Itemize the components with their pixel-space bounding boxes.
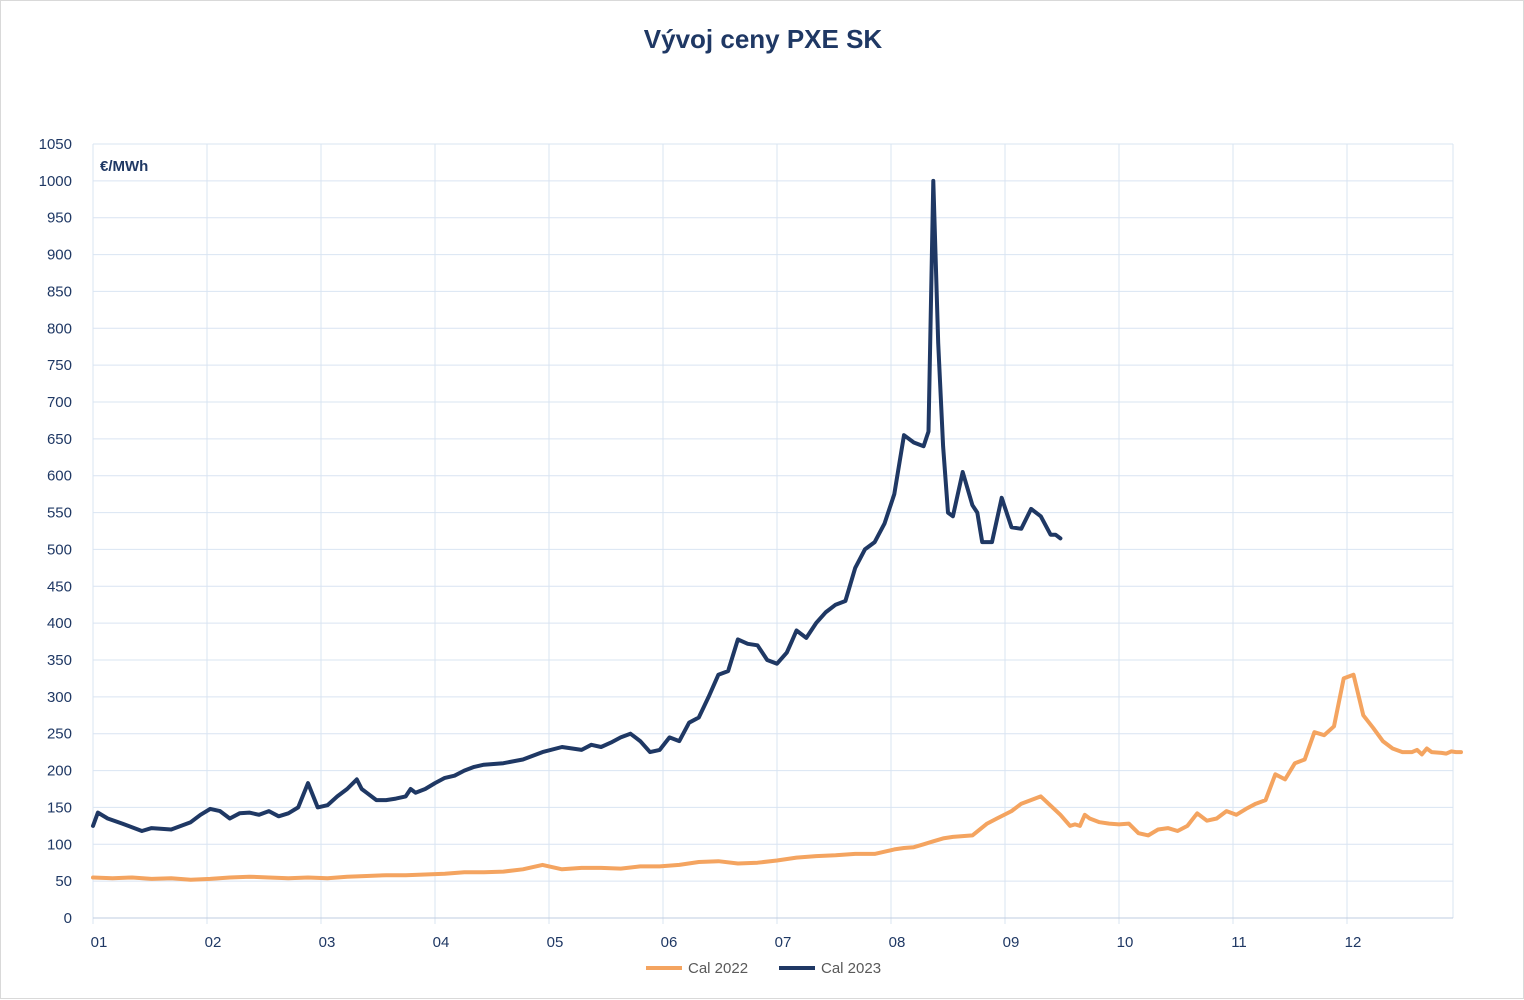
y-tick-label: 750 bbox=[47, 357, 72, 374]
x-tick-label: 09 bbox=[1003, 934, 1020, 951]
y-tick-label: 800 bbox=[47, 320, 72, 337]
x-tick-label: 06 bbox=[661, 934, 678, 951]
x-tick-label: 07 bbox=[775, 934, 792, 951]
y-tick-label: 650 bbox=[47, 431, 72, 448]
y-tick-label: 700 bbox=[47, 394, 72, 411]
x-axis-ticks: 01 02 03 04 05 06 07 08 09 10 11 12 bbox=[91, 934, 1362, 951]
y-tick-label: 100 bbox=[47, 836, 72, 853]
y-tick-label: 300 bbox=[47, 689, 72, 706]
legend: Cal 2022 Cal 2023 bbox=[646, 960, 881, 977]
x-tick-label: 04 bbox=[433, 934, 450, 951]
legend-label: Cal 2022 bbox=[688, 960, 748, 977]
y-tick-label: 900 bbox=[47, 247, 72, 264]
legend-label: Cal 2023 bbox=[821, 960, 881, 977]
x-tick-label: 05 bbox=[547, 934, 564, 951]
x-tick-label: 08 bbox=[889, 934, 906, 951]
chart-title: Vývoj ceny PXE SK bbox=[644, 24, 883, 54]
x-tick-label: 01 bbox=[91, 934, 108, 951]
series-group bbox=[91, 178, 1463, 882]
y-tick-label: 400 bbox=[47, 615, 72, 632]
series-line-cal-2023 bbox=[91, 178, 1063, 833]
series-line-cal-2022 bbox=[91, 672, 1463, 882]
y-tick-label: 850 bbox=[47, 283, 72, 300]
y-tick-label: 450 bbox=[47, 578, 72, 595]
y-tick-label: 950 bbox=[47, 210, 72, 227]
y-tick-label: 350 bbox=[47, 652, 72, 669]
y-axis-unit-label: €/MWh bbox=[100, 158, 148, 175]
y-tick-label: 150 bbox=[47, 799, 72, 816]
y-tick-label: 250 bbox=[47, 726, 72, 743]
y-tick-label: 1000 bbox=[39, 173, 72, 190]
x-tick-label: 12 bbox=[1345, 934, 1362, 951]
x-tick-label: 03 bbox=[319, 934, 336, 951]
x-tick-label: 10 bbox=[1117, 934, 1134, 951]
y-axis-ticks: 0 50 100 150 200 250 300 350 400 450 500 550 600 650 7… bbox=[39, 136, 72, 927]
x-tick-label: 02 bbox=[205, 934, 222, 951]
y-tick-label: 200 bbox=[47, 763, 72, 780]
y-tick-label: 0 bbox=[64, 910, 72, 927]
y-tick-label: 500 bbox=[47, 541, 72, 558]
y-tick-label: 600 bbox=[47, 468, 72, 485]
y-tick-label: 1050 bbox=[39, 136, 72, 153]
x-tick-label: 11 bbox=[1231, 934, 1247, 951]
grid-lines bbox=[92, 143, 1454, 924]
y-tick-label: 550 bbox=[47, 505, 72, 522]
y-tick-label: 50 bbox=[55, 873, 72, 890]
